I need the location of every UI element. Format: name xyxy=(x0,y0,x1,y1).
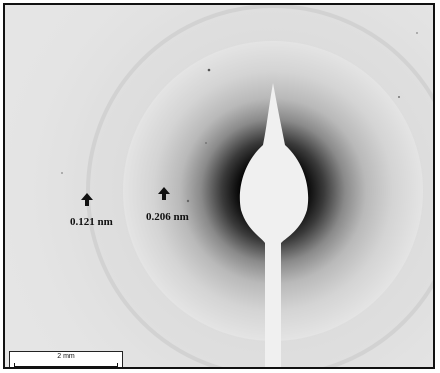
diffraction-pattern-image: 0.121 nm 0.206 nm 2 mm xyxy=(3,3,435,369)
arrow-up-icon xyxy=(158,187,170,200)
diffraction-ring-outer xyxy=(86,5,433,367)
scale-bar: 2 mm xyxy=(9,351,123,367)
beam-stop xyxy=(239,83,309,367)
scale-bar-line xyxy=(14,363,118,367)
ring-label-outer: 0.121 nm xyxy=(70,216,113,228)
ring-label-inner: 0.206 nm xyxy=(146,211,189,223)
scale-bar-label: 2 mm xyxy=(57,353,75,360)
diffraction-svg xyxy=(5,5,433,367)
arrow-up-icon xyxy=(81,193,93,206)
